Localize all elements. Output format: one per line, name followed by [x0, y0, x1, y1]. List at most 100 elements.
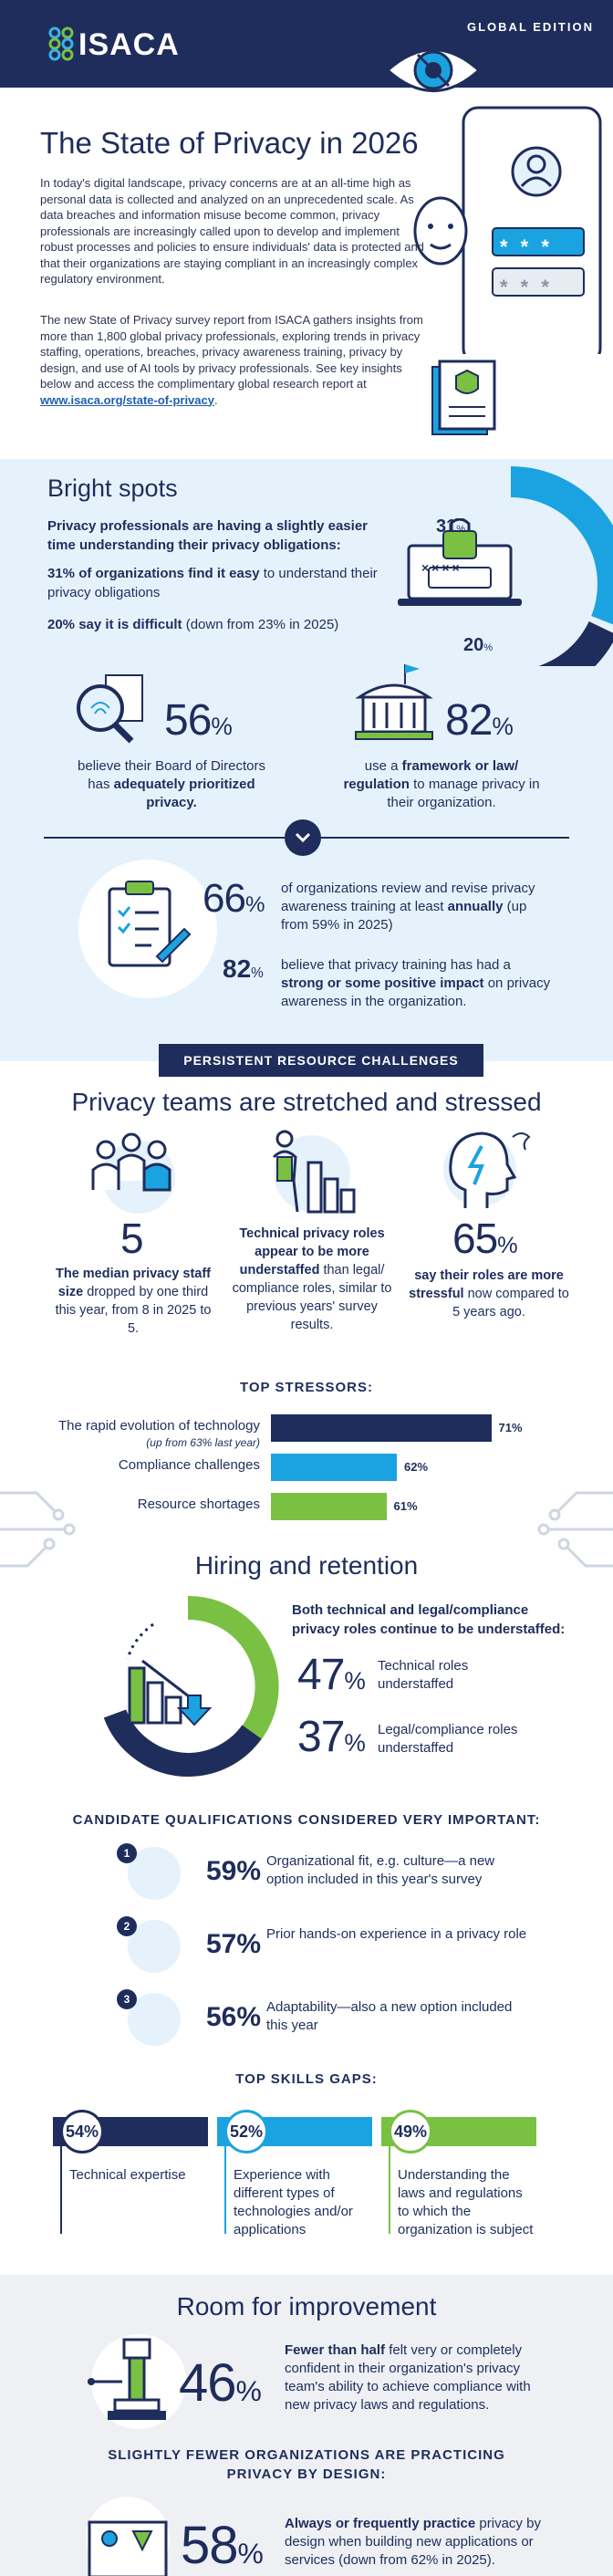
staff-size-bold: The median privacy staff size	[55, 1267, 212, 1299]
qualification-text: Organizational fit, e.g. culture—a new o…	[266, 1853, 495, 1887]
hiring-section-title: Hiring and retention	[194, 1551, 419, 1580]
pct-sign: %	[211, 713, 232, 740]
qualification-rank: 3	[117, 1989, 137, 2009]
training-impact-pre: believe that privacy training has had a	[281, 957, 511, 973]
obligations-ring-chart	[510, 466, 613, 666]
training-annual-pre: of organizations review and revise priva…	[281, 881, 535, 914]
skills-gap-rule	[389, 2146, 390, 2234]
understaffed-chart-person-icon	[272, 1130, 356, 1214]
skills-gaps-list: 54% Technical expertise 52% Experience with…	[0, 2101, 613, 2265]
eye-icon	[385, 48, 482, 92]
intro-paragraph-1: In today's digital landscape, privacy co…	[40, 176, 424, 286]
pct-sign: %	[237, 2537, 264, 2570]
qualification-text: Adaptability—also a new option included …	[266, 1999, 513, 2033]
confidence-stat-number: 46%	[179, 2352, 262, 2414]
stressor-bar-fill	[271, 1414, 492, 1442]
pct-sign: %	[244, 892, 265, 917]
legal-understaffed-value: 37	[297, 1713, 345, 1761]
phone-login-illustration	[462, 106, 602, 354]
brand-logo-text: ISACA	[78, 27, 180, 62]
confidence-stat-text: Fewer than half felt very or completely …	[285, 2341, 558, 2414]
stressors-bar-chart: The rapid evolution of technology (up fro…	[0, 1413, 613, 1531]
edition-label: GLOBAL EDITION	[467, 20, 594, 34]
understaffed-lead: Both technical and legal/compliance priv…	[292, 1602, 566, 1637]
training-annual-text: of organizations review and revise priva…	[281, 880, 555, 934]
face-recognition-icon	[413, 196, 468, 266]
privacy-by-design-subhead: SLIGHTLY FEWER ORGANIZATIONS ARE PRACTIC…	[108, 2447, 505, 2482]
board-stat-bold: adequately prioritized privacy.	[113, 777, 255, 810]
circuit-lines-decoration-right	[537, 1491, 613, 1568]
password-mask-text-2: * * *	[500, 276, 553, 298]
difficult-obligations-bold: 20% say it is difficult	[47, 617, 182, 632]
skills-gap-percent: 52%	[224, 2110, 268, 2154]
pct-sign: %	[483, 642, 494, 653]
stress-stat-text: say their roles are more stressful now c…	[407, 1267, 571, 1321]
framework-stat-number: 82%	[445, 695, 514, 746]
skills-gap-text: Technical expertise	[69, 2167, 186, 2183]
training-annual-rest: (up from 59% in 2025)	[281, 899, 527, 933]
page-title: The State of Privacy in 2026	[40, 126, 419, 160]
bright-spots-lead: Privacy professionals are having a sligh…	[47, 518, 368, 553]
board-stat-value: 56	[164, 696, 212, 745]
pct-sign: %	[456, 524, 466, 535]
stress-stat-number: 65%	[452, 1214, 518, 1263]
training-impact-text: believe that privacy training has had a …	[281, 956, 555, 1011]
stressors-title: TOP STRESSORS:	[240, 1380, 373, 1395]
board-stat-text: believe their Board of Directors has ade…	[71, 757, 272, 812]
qualification-percent: 59%	[206, 1856, 262, 1886]
privacy-by-design-text: Always or frequently practice privacy by…	[285, 2515, 558, 2570]
pct-sign: %	[344, 1667, 365, 1695]
bright-spots-title: Bright spots	[47, 475, 178, 502]
team-people-icon	[91, 1132, 175, 1214]
laptop-lock-icon	[398, 518, 522, 606]
staff-size-text: The median privacy staff size dropped by…	[55, 1265, 212, 1338]
link-period: .	[213, 392, 218, 407]
skills-gap-rule	[60, 2146, 62, 2234]
skills-gap-percent: 54%	[60, 2110, 104, 2154]
research-report-link[interactable]: www.isaca.org/state-of-privacy	[40, 392, 214, 407]
document-shield-icon	[431, 360, 496, 435]
stressor-label: Compliance challenges	[118, 1457, 260, 1473]
qualification-rank: 2	[117, 1916, 137, 1936]
legal-understaffed-label: Legal/compliance roles understaffed	[378, 1722, 518, 1756]
pct-sign: %	[344, 1729, 365, 1757]
stressor-sublabel: (up from 63% last year)	[146, 1436, 260, 1449]
easy-obligations-stat: 31% of organizations find it easy to und…	[47, 564, 394, 602]
privacy-by-design-rest: privacy by design when building new appl…	[285, 2516, 541, 2568]
qualification-rank: 1	[117, 1843, 137, 1863]
confidence-stat-rest: felt very or completely confident in the…	[285, 2342, 531, 2413]
stressor-bar-fill	[271, 1454, 397, 1481]
framework-stat-text: use a framework or law/ regulation to ma…	[341, 757, 542, 812]
board-stat-number: 56%	[164, 695, 233, 746]
password-mask-text: * * *	[500, 235, 553, 258]
skills-gaps-title: TOP SKILLS GAPS:	[235, 2071, 378, 2087]
pct-sign: %	[235, 2374, 262, 2407]
training-annual-value: 66	[203, 876, 246, 921]
intro-paragraph-2: The new State of Privacy survey report f…	[40, 312, 432, 408]
skills-gap-percent: 49%	[389, 2110, 432, 2154]
training-impact-value: 82	[223, 954, 252, 983]
header-bar	[0, 0, 613, 88]
ring-difficult-value: 20	[463, 635, 484, 655]
improvement-section-title: Room for improvement	[176, 2292, 437, 2320]
resource-section-title: Privacy teams are stretched and stressed	[71, 1088, 542, 1116]
confidence-stat-value: 46	[179, 2353, 237, 2413]
privacy-by-design-value: 58	[181, 2516, 239, 2575]
understaffed-roles-text: Technical privacy roles appear to be mor…	[230, 1225, 394, 1334]
circuit-lines-decoration	[0, 1491, 76, 1568]
intro-paragraph-2-text: The new State of Privacy survey report f…	[40, 313, 423, 391]
training-impact-number: 82%	[223, 954, 264, 984]
framework-stat-value: 82	[445, 696, 493, 745]
compliance-gavel-icon	[88, 2334, 186, 2429]
difficult-obligations-rest: (down from 23% in 2025)	[182, 617, 339, 632]
skills-gap-text: Understanding the laws and regulations t…	[398, 2167, 534, 2237]
technical-understaffed-value: 47	[297, 1651, 345, 1699]
qualification-text: Prior hands-on experience in a privacy r…	[266, 1926, 527, 1942]
ring-difficult-arc	[538, 621, 613, 666]
framework-stat-rest: to manage privacy in their organization.	[387, 777, 540, 810]
difficult-obligations-stat: 20% say it is difficult (down from 23% i…	[47, 615, 394, 634]
training-impact-rest: on privacy awareness in the organization…	[281, 975, 551, 1009]
qualifications-list: 1 59% Organizational fit, e.g. culture—a n…	[0, 1843, 613, 2071]
technical-understaffed-number: 47%	[297, 1650, 366, 1700]
stressor-value: 71%	[498, 1421, 523, 1434]
